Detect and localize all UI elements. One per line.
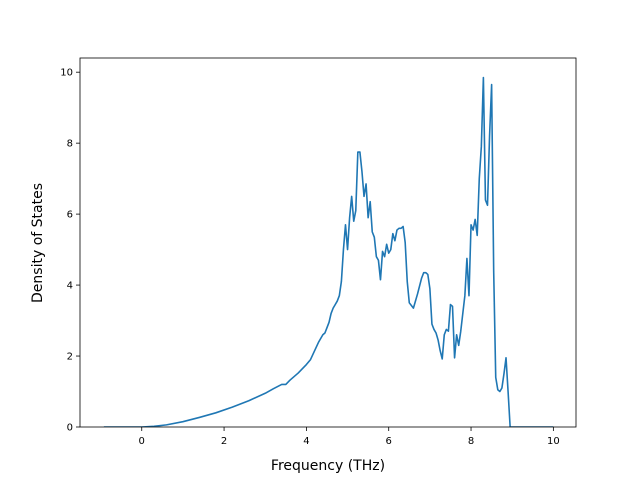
axes: 0 2 4 6 8 10 0 2 4 6 8 10 (60, 57, 577, 447)
y-tick-label: 6 (67, 210, 73, 221)
x-tick-label: 4 (303, 436, 309, 447)
x-tick-label: 2 (221, 436, 227, 447)
y-axis-label: Density of States (30, 183, 46, 303)
y-tick-label: 8 (67, 139, 73, 150)
x-tick-label: 0 (139, 436, 145, 447)
x-tick-label: 10 (547, 436, 560, 447)
plot-area (103, 76, 554, 427)
y-tick-label: 2 (67, 352, 73, 363)
x-tick-label: 6 (386, 436, 392, 447)
x-axis-label: Frequency (THz) (271, 458, 385, 474)
axes-frame (79, 57, 577, 428)
x-tick-label: 8 (468, 436, 474, 447)
dos-series-line-0 (103, 76, 554, 427)
y-tick-label: 0 (67, 423, 73, 434)
y-tick-label: 4 (67, 281, 73, 292)
y-tick-label: 10 (60, 68, 73, 79)
